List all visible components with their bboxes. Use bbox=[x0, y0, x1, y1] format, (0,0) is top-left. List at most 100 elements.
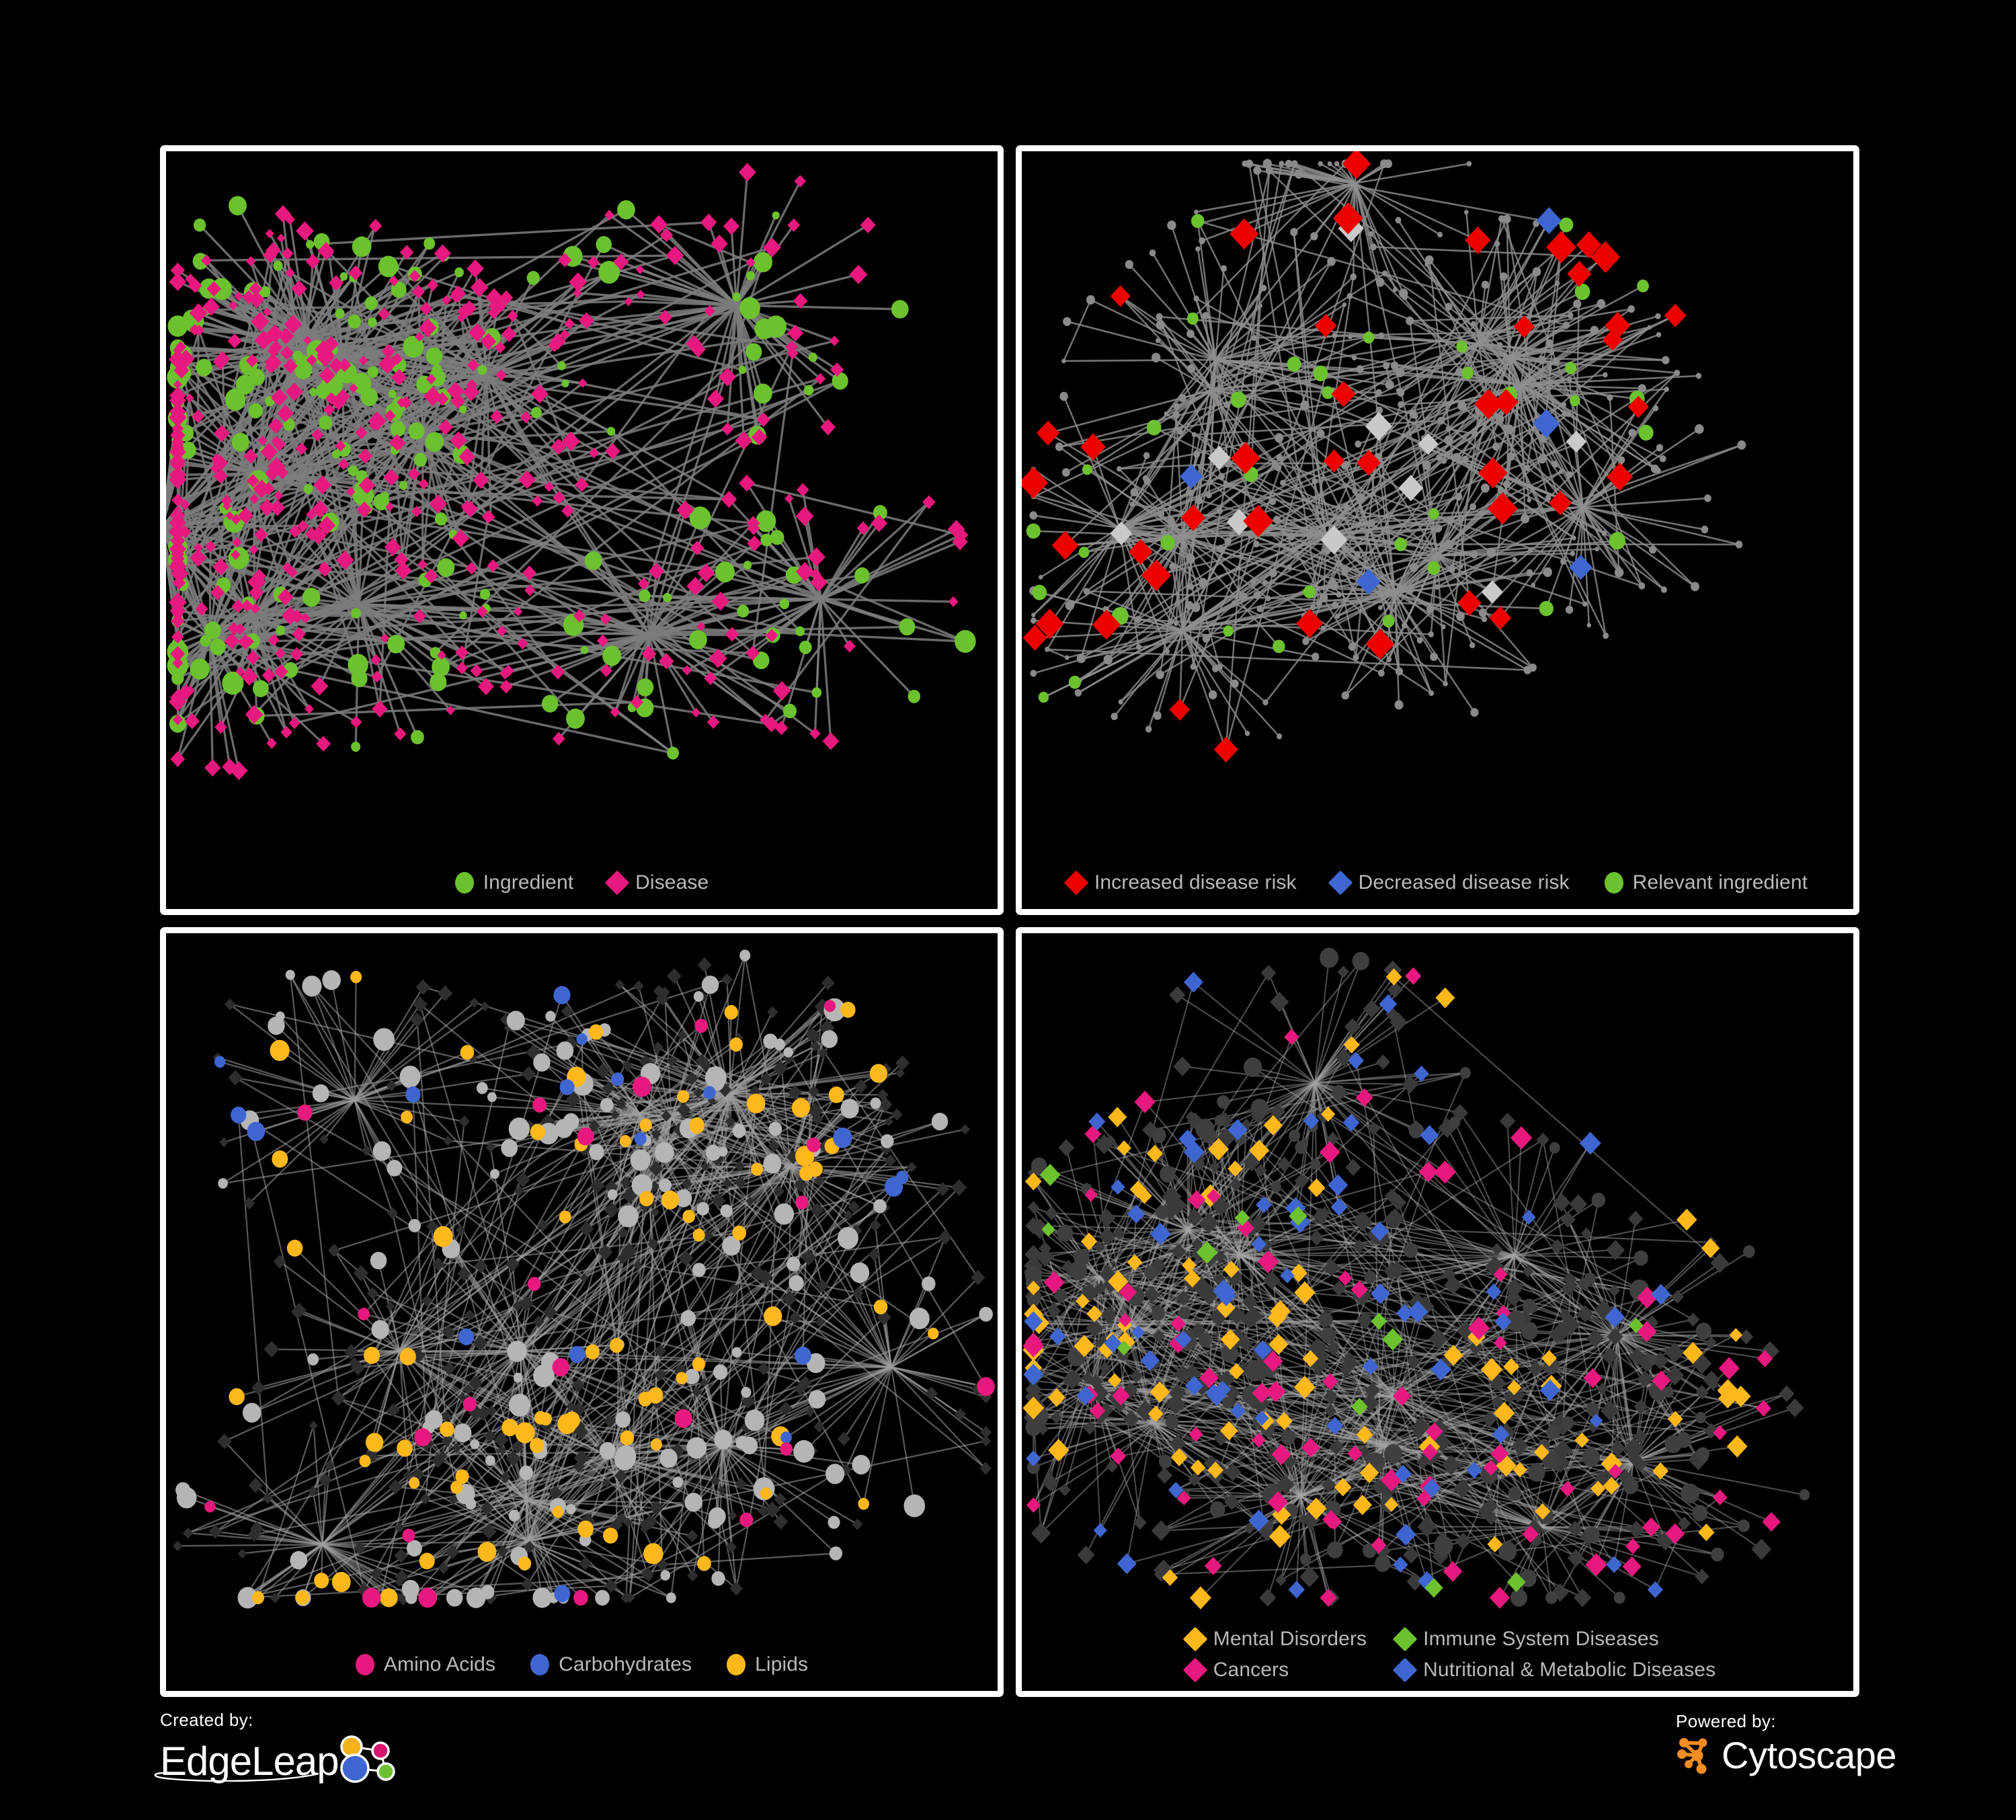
panel-disease-risk[interactable]: Increased disease risk Decreased disease … bbox=[1016, 145, 1859, 915]
graph-node-background-disease[interactable] bbox=[793, 1178, 807, 1193]
graph-node-background-node[interactable] bbox=[1375, 278, 1385, 287]
graph-node-background-node[interactable] bbox=[1247, 530, 1256, 539]
graph-node-background-disease[interactable] bbox=[182, 1527, 194, 1539]
graph-node-background-node[interactable] bbox=[1444, 435, 1453, 445]
graph-node-lipids[interactable] bbox=[359, 1455, 371, 1468]
graph-node-background-node[interactable] bbox=[1444, 539, 1454, 550]
graph-node-ingredient[interactable] bbox=[309, 388, 318, 397]
graph-node-lipids[interactable] bbox=[588, 1024, 604, 1040]
graph-node-increased-risk[interactable] bbox=[1664, 303, 1687, 327]
graph-node-background-node[interactable] bbox=[1156, 313, 1163, 321]
graph-node-carbohydrates[interactable] bbox=[569, 1346, 586, 1363]
graph-node-nutritional-metabolic[interactable] bbox=[1651, 1283, 1671, 1305]
graph-node-background-node[interactable] bbox=[1310, 232, 1318, 241]
graph-node-lipids[interactable] bbox=[539, 1412, 552, 1426]
graph-node-background-node[interactable] bbox=[1352, 489, 1357, 494]
graph-node-background-node[interactable] bbox=[1354, 551, 1361, 558]
graph-node-background-disease[interactable] bbox=[224, 998, 236, 1011]
graph-node-relevant-ingredient[interactable] bbox=[1032, 584, 1047, 600]
graph-node-mental-disorders[interactable] bbox=[1228, 1363, 1244, 1380]
graph-node-background-ingredient[interactable] bbox=[470, 1439, 480, 1450]
graph-node-background-node[interactable] bbox=[1280, 479, 1286, 486]
graph-node-disease[interactable] bbox=[231, 599, 245, 613]
graph-node-lipids[interactable] bbox=[380, 1588, 398, 1608]
graph-node-background-node[interactable] bbox=[1383, 159, 1393, 169]
graph-node-background-node[interactable] bbox=[1065, 600, 1075, 610]
graph-node-ingredient[interactable] bbox=[561, 379, 569, 388]
graph-node-ingredient[interactable] bbox=[388, 389, 397, 399]
graph-node-nutritional-metabolic[interactable] bbox=[1647, 1581, 1663, 1598]
graph-node-background-disease[interactable] bbox=[228, 1070, 243, 1086]
graph-node-nutritional-metabolic[interactable] bbox=[1348, 1052, 1365, 1070]
graph-node-background-ingredient[interactable] bbox=[1586, 1402, 1599, 1416]
graph-node-background-node[interactable] bbox=[1656, 331, 1662, 338]
graph-node-background-disease[interactable] bbox=[458, 1115, 471, 1128]
edgeleap-logo[interactable]: EdgeLeap bbox=[154, 1733, 407, 1790]
graph-node-relevant-ingredient[interactable] bbox=[1313, 365, 1328, 382]
graph-node-ingredient[interactable] bbox=[331, 450, 340, 459]
panel-ingredient-disease[interactable]: Ingredient Disease bbox=[160, 145, 1004, 915]
graph-node-disease[interactable] bbox=[794, 175, 807, 188]
graph-node-background-node[interactable] bbox=[1532, 267, 1541, 276]
graph-node-background-node[interactable] bbox=[1341, 461, 1350, 470]
graph-node-background-ingredient[interactable] bbox=[290, 1551, 308, 1570]
graph-node-nutritional-metabolic[interactable] bbox=[1230, 1402, 1246, 1419]
graph-node-background-ingredient[interactable] bbox=[1057, 1224, 1074, 1242]
graph-node-disease[interactable] bbox=[394, 727, 407, 741]
graph-node-background-node[interactable] bbox=[1217, 545, 1225, 553]
graph-node-disease[interactable] bbox=[254, 527, 268, 543]
graph-node-nutritional-metabolic[interactable] bbox=[1330, 1198, 1348, 1216]
graph-node-background-ingredient[interactable] bbox=[242, 1402, 261, 1423]
graph-node-disease[interactable] bbox=[285, 382, 303, 401]
graph-node-disease[interactable] bbox=[624, 296, 633, 307]
graph-node-background-node[interactable] bbox=[1086, 294, 1096, 305]
graph-node-amino-acids[interactable] bbox=[795, 1195, 809, 1210]
graph-node-background-node[interactable] bbox=[1562, 411, 1567, 417]
graph-node-disease[interactable] bbox=[470, 278, 489, 298]
graph-node-background-node[interactable] bbox=[1343, 504, 1350, 510]
graph-node-lipids[interactable] bbox=[559, 1210, 571, 1224]
graph-node-lipids[interactable] bbox=[873, 1299, 888, 1314]
graph-node-relevant-ingredient[interactable] bbox=[1638, 424, 1654, 441]
graph-node-mental-disorders[interactable] bbox=[1506, 1380, 1522, 1396]
graph-node-background-disease[interactable] bbox=[1045, 1206, 1058, 1220]
graph-node-mental-disorders[interactable] bbox=[1170, 1448, 1188, 1466]
graph-node-background-ingredient[interactable] bbox=[870, 1097, 881, 1109]
graph-node-ingredient[interactable] bbox=[873, 505, 887, 520]
graph-node-background-ingredient[interactable] bbox=[533, 1053, 551, 1072]
graph-node-background-node[interactable] bbox=[1334, 613, 1340, 619]
graph-node-relevant-ingredient[interactable] bbox=[1559, 217, 1574, 233]
graph-node-background-disease[interactable] bbox=[1224, 1463, 1242, 1482]
graph-node-background-ingredient[interactable] bbox=[931, 1113, 949, 1131]
graph-node-ingredient[interactable] bbox=[167, 315, 188, 337]
graph-node-background-node[interactable] bbox=[1186, 364, 1195, 373]
graph-node-lipids[interactable] bbox=[677, 1090, 690, 1103]
graph-node-background-ingredient[interactable] bbox=[373, 1028, 395, 1052]
graph-node-background-node[interactable] bbox=[1220, 265, 1227, 272]
graph-node-background-node[interactable] bbox=[1320, 625, 1326, 631]
graph-node-neutral-disease[interactable] bbox=[1110, 521, 1133, 546]
graph-node-lipids[interactable] bbox=[440, 1421, 454, 1437]
graph-node-background-disease[interactable] bbox=[1627, 1210, 1644, 1227]
graph-node-background-disease[interactable] bbox=[1560, 1211, 1576, 1228]
graph-node-background-node[interactable] bbox=[1486, 547, 1496, 558]
graph-node-ingredient[interactable] bbox=[364, 296, 378, 311]
graph-node-background-ingredient[interactable] bbox=[850, 1262, 870, 1283]
graph-node-background-node[interactable] bbox=[1437, 231, 1443, 238]
graph-node-background-node[interactable] bbox=[1701, 525, 1709, 534]
graph-node-background-node[interactable] bbox=[1332, 601, 1339, 609]
graph-node-background-disease[interactable] bbox=[766, 1006, 778, 1019]
graph-node-background-ingredient[interactable] bbox=[1352, 951, 1370, 971]
graph-node-background-disease[interactable] bbox=[579, 1556, 592, 1571]
graph-node-ingredient[interactable] bbox=[782, 703, 797, 719]
graph-node-background-node[interactable] bbox=[1208, 690, 1217, 700]
graph-node-background-ingredient[interactable] bbox=[322, 970, 341, 990]
graph-node-amino-acids[interactable] bbox=[297, 1104, 313, 1121]
graph-node-lipids[interactable] bbox=[808, 1161, 823, 1177]
graph-node-disease[interactable] bbox=[499, 679, 513, 694]
graph-node-background-node[interactable] bbox=[1551, 358, 1560, 366]
graph-node-disease[interactable] bbox=[787, 324, 804, 342]
graph-node-ingredient[interactable] bbox=[596, 236, 612, 253]
graph-node-background-ingredient[interactable] bbox=[545, 1011, 556, 1022]
graph-node-cancers[interactable] bbox=[1712, 1489, 1728, 1505]
